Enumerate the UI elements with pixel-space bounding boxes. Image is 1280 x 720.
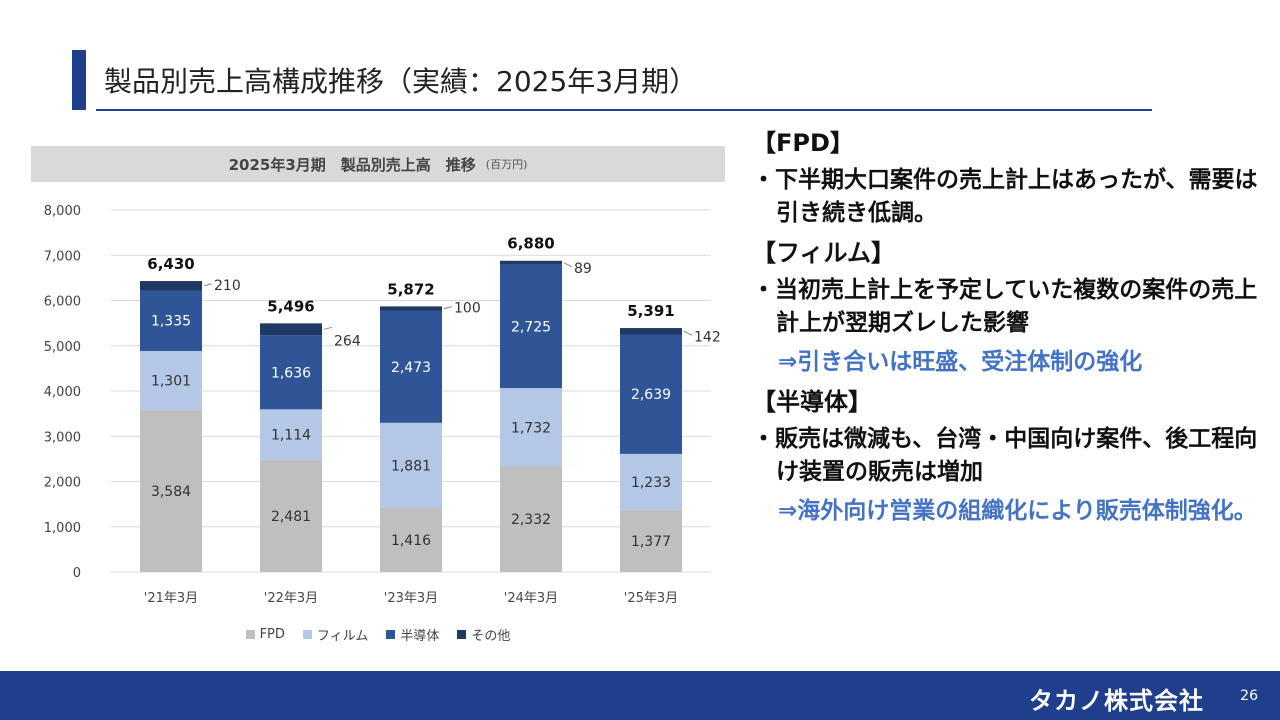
bar-segment [260, 323, 322, 336]
chart-title: 2025年3月期 製品別売上高 推移 [228, 155, 476, 174]
total-label: 6,880 [507, 235, 554, 253]
x-tick-label: '22年3月 [264, 591, 318, 606]
fpd-bullet: ・下半期大口案件の売上計上はあったが、需要は引き続き低調。 [752, 167, 1258, 226]
data-label: 1,377 [631, 534, 671, 550]
legend-swatch [302, 629, 312, 639]
data-label: 2,725 [511, 319, 551, 335]
bar-segment [140, 350, 202, 410]
film-highlight: ⇒引き合いは旺盛、受注体制の強化 [778, 349, 1143, 375]
chart-header: 2025年3月期 製品別売上高 推移 (百万円) [31, 146, 725, 182]
commentary-panel: 【FPD】 ・下半期大口案件の売上計上はあったが、需要は引き続き低調。 【フィル… [752, 126, 1262, 534]
y-tick-label: 4,000 [44, 385, 81, 400]
bar-segment [500, 264, 562, 389]
leader-line [683, 330, 693, 336]
y-tick-label: 5,000 [44, 340, 81, 355]
bar-segment [620, 334, 682, 454]
footer-bar: タカノ株式会社 26 [0, 671, 1280, 720]
sales-chart: 2025年3月期 製品別売上高 推移 (百万円) 0 1,000 2,000 3,00… [31, 146, 725, 656]
chart-unit: (百万円) [485, 158, 528, 171]
data-label: 142 [694, 329, 721, 345]
semi-bullet: ・販売は微減も、台湾・中国向け案件、後工程向け装置の販売は増加 [752, 426, 1258, 485]
data-label: 1,636 [271, 365, 311, 381]
data-label: 1,233 [631, 475, 671, 491]
bar-segment [500, 260, 562, 265]
legend-swatch [386, 629, 396, 639]
legend-item: 半導体 [386, 625, 439, 644]
data-label: 89 [574, 261, 592, 277]
data-label: 2,473 [391, 360, 431, 376]
legend-label: その他 [471, 628, 511, 644]
data-label: 264 [334, 333, 361, 349]
bar-segment [620, 509, 682, 572]
y-tick-label: 2,000 [44, 476, 81, 491]
legend-item: フィルム [302, 625, 369, 644]
chart-plot: 0 1,000 2,000 3,000 4,000 5,000 6,000 7,000 8,00… [44, 204, 721, 606]
bar-segment [260, 409, 322, 460]
bar-segment [380, 306, 442, 311]
data-label: 1,301 [151, 373, 191, 389]
y-tick-label: 6,000 [44, 295, 81, 310]
semi-heading: 【半導体】 [752, 388, 872, 416]
total-label: 6,430 [147, 255, 194, 273]
company-logo: タカノ株式会社 [1029, 687, 1204, 715]
bar-segment [140, 409, 202, 572]
data-label: 2,639 [631, 387, 671, 403]
data-label: 1,335 [151, 314, 191, 330]
leader-line [443, 306, 453, 310]
fpd-heading: 【FPD】 [752, 129, 854, 157]
y-tick-label: 8,000 [44, 204, 81, 219]
bar-segment [260, 459, 322, 572]
bar-segment [140, 290, 202, 351]
legend-label: 半導体 [400, 628, 440, 644]
semi-highlight: ⇒海外向け営業の組織化により販売体制強化。 [778, 498, 1257, 524]
data-label: 1,732 [511, 420, 551, 436]
bar-segment [500, 388, 562, 467]
bar-segment [140, 281, 202, 291]
x-tick-label: '23年3月 [384, 591, 438, 606]
legend-swatch [457, 629, 467, 639]
data-label: 1,881 [391, 458, 431, 474]
y-tick-label: 3,000 [44, 430, 81, 445]
bar-segment [380, 507, 442, 572]
title-underline [96, 109, 1152, 111]
legend-item: その他 [457, 625, 510, 644]
legend-label: FPD [259, 626, 285, 642]
data-label: 210 [214, 278, 241, 294]
page-title: 製品別売上高構成推移（実績：2025年3月期） [104, 65, 698, 98]
film-bullet: ・当初売上計上を予定していた複数の案件の売上計上が翌期ズレした影響 [752, 277, 1258, 336]
data-label: 2,332 [511, 512, 551, 528]
title-accent-bar [72, 50, 86, 110]
x-tick-label: '25年3月 [624, 591, 678, 606]
bar-segment [620, 328, 682, 335]
page-number: 26 [1240, 688, 1258, 704]
bar-segment [380, 422, 442, 508]
legend-label: フィルム [316, 628, 369, 644]
legend-item: FPD [245, 626, 285, 642]
total-label: 5,391 [627, 302, 674, 320]
x-tick-label: '21年3月 [144, 591, 198, 606]
data-label: 1,416 [391, 533, 431, 549]
leader-line [203, 283, 213, 287]
data-label: 3,584 [151, 484, 191, 500]
y-tick-label: 7,000 [44, 249, 81, 264]
bar-segment [500, 466, 562, 572]
film-heading: 【フィルム】 [752, 239, 896, 267]
legend-swatch [245, 629, 255, 639]
chart-legend: FPD フィルム 半導体 その他 [31, 624, 725, 644]
x-tick-label: '24年3月 [504, 591, 558, 606]
y-tick-label: 1,000 [44, 521, 81, 536]
leader-line [563, 262, 573, 268]
y-tick-label: 0 [73, 566, 81, 581]
bar-segment [260, 335, 322, 410]
bar-segment [620, 453, 682, 510]
leader-line [323, 326, 333, 330]
total-label: 5,872 [387, 280, 434, 298]
bar-segment [380, 310, 442, 423]
data-label: 100 [454, 301, 481, 317]
data-label: 1,114 [271, 428, 311, 444]
total-label: 5,496 [267, 297, 314, 315]
data-label: 2,481 [271, 509, 311, 525]
